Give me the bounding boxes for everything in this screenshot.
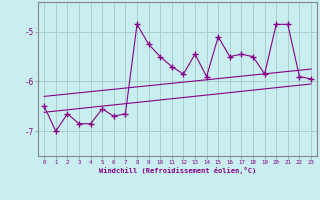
X-axis label: Windchill (Refroidissement éolien,°C): Windchill (Refroidissement éolien,°C) [99,167,256,174]
